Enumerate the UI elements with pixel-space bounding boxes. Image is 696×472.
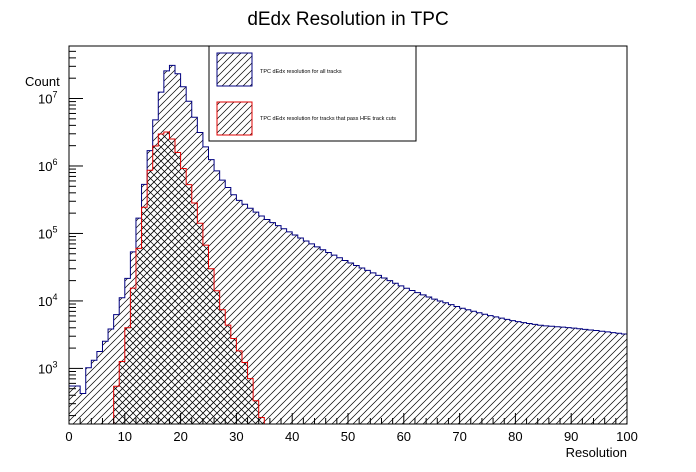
legend-label-hfe-tracks: TPC dEdx resolution for tracks that pass… xyxy=(260,116,396,122)
y-tick-label: 106 xyxy=(38,157,57,174)
chart-title: dEdx Resolution in TPC xyxy=(247,9,448,30)
x-tick-label: 60 xyxy=(397,429,411,444)
legend-label-all-tracks: TPC dEdx resolution for all tracks xyxy=(260,69,342,75)
plot-area: 0 10 20 30 40 50 60 70 80 90 100 103 104 105 106 107 xyxy=(38,45,638,444)
x-tick-label: 70 xyxy=(452,429,466,444)
legend-swatch-all-tracks xyxy=(216,52,253,87)
y-tick-label: 105 xyxy=(38,224,57,241)
y-tick-label: 104 xyxy=(38,292,57,309)
x-tick-label: 100 xyxy=(616,429,638,444)
legend: TPC dEdx resolution for all tracks TPC d… xyxy=(208,45,417,142)
legend-swatch-hfe-tracks xyxy=(216,101,253,136)
x-axis: 0 10 20 30 40 50 60 70 80 90 100 xyxy=(65,413,638,444)
y-axis: 103 104 105 106 107 xyxy=(38,50,83,417)
x-axis-label: Resolution xyxy=(566,445,627,460)
y-axis-label: Count xyxy=(25,74,60,89)
y-tick-label: 107 xyxy=(38,90,57,107)
y-tick-label: 103 xyxy=(38,359,57,376)
x-tick-label: 30 xyxy=(229,429,243,444)
x-tick-label: 10 xyxy=(118,429,132,444)
x-tick-label: 80 xyxy=(508,429,522,444)
x-tick-label: 0 xyxy=(65,429,72,444)
x-tick-label: 90 xyxy=(564,429,578,444)
x-tick-label: 40 xyxy=(285,429,299,444)
x-tick-label: 50 xyxy=(341,429,355,444)
x-tick-label: 20 xyxy=(173,429,187,444)
